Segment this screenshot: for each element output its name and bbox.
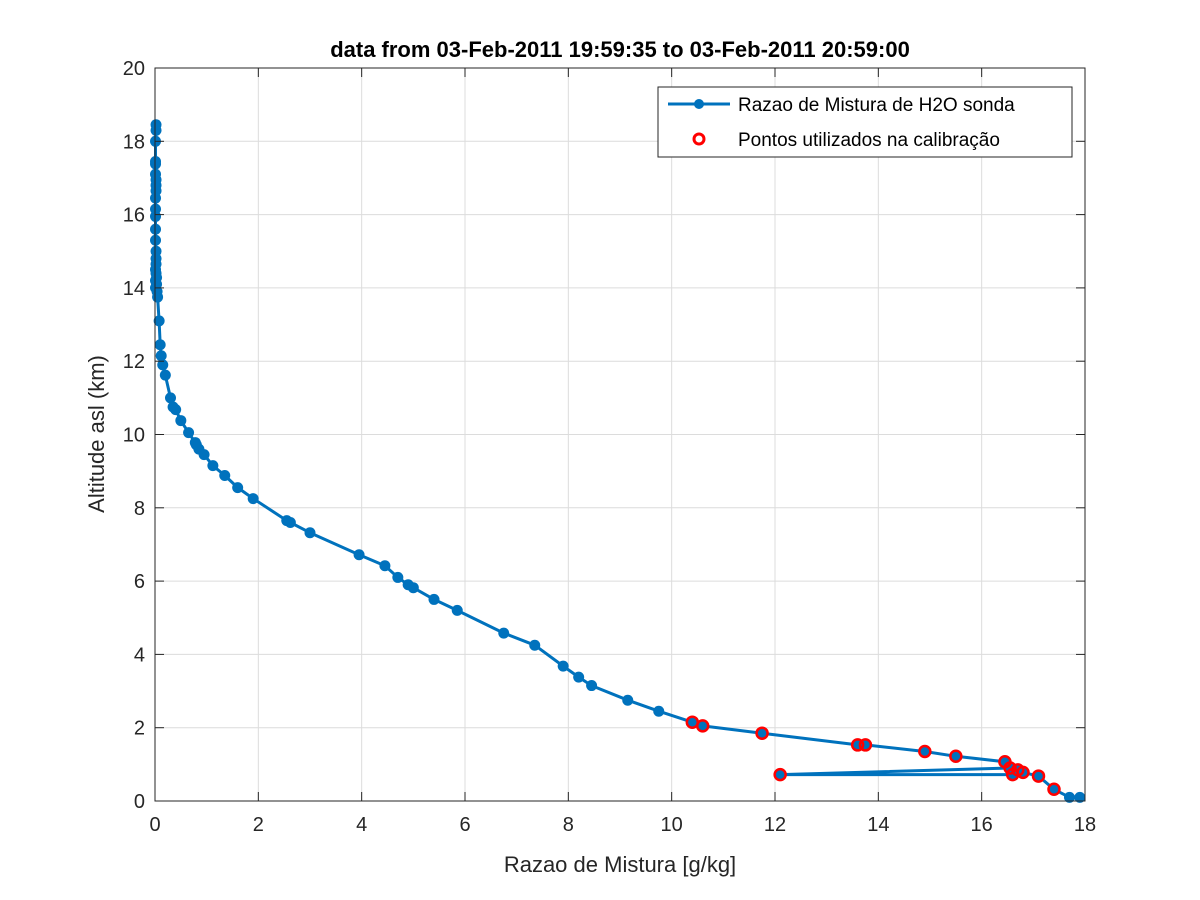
series-point-sonda (150, 203, 162, 215)
y-tick-label: 20 (123, 58, 145, 80)
series-point-sonda (157, 359, 169, 371)
x-tick-label: 14 (867, 814, 889, 836)
calibration-point (1031, 769, 1046, 783)
x-tick-label: 0 (149, 814, 160, 836)
series-point-sonda (529, 639, 541, 651)
y-tick-label: 14 (123, 278, 145, 300)
calibration-point (685, 715, 700, 729)
series-point-sonda (402, 579, 414, 591)
series-point-sonda (154, 339, 166, 351)
x-tick-label: 6 (459, 814, 470, 836)
series-point-sonda (167, 401, 179, 413)
calibration-point (1005, 767, 1020, 782)
series-point-sonda (573, 671, 585, 683)
series-point-sonda (756, 727, 768, 739)
series-point-sonda (304, 527, 316, 539)
x-tick-label: 8 (563, 814, 574, 836)
x-tick-label: 10 (661, 814, 683, 836)
series-point-sonda (999, 756, 1011, 768)
x-tick-label: 18 (1074, 814, 1096, 836)
series-point-sonda (150, 119, 162, 131)
y-tick-label: 4 (134, 644, 145, 666)
series-point-sonda (392, 571, 404, 583)
series-point-sonda (428, 593, 440, 605)
series-point-sonda (653, 705, 665, 717)
series-point-sonda (150, 275, 162, 287)
series-point-sonda (586, 680, 598, 692)
series-point-sonda (1064, 791, 1075, 803)
x-axis-label: Razao de Mistura [g/kg] (504, 852, 736, 877)
series-point-sonda (622, 694, 634, 706)
calibration-point (755, 726, 769, 740)
y-tick-label: 0 (134, 791, 145, 813)
series-point-sonda (451, 604, 463, 616)
y-axis-label: Altitude asl (km) (84, 355, 109, 513)
series-point-sonda (353, 549, 365, 561)
series-point-sonda (189, 437, 201, 449)
series-point-sonda (557, 660, 569, 672)
chart-title: data from 03-Feb-2011 19:59:35 to 03-Feb… (330, 37, 910, 62)
series-point-sonda (183, 427, 195, 439)
calibration-point (918, 744, 932, 759)
y-tick-label: 10 (123, 425, 145, 447)
calibration-layer (685, 715, 1061, 797)
series-point-sonda (281, 515, 293, 527)
legend-dot-swatch (694, 99, 704, 109)
x-tick-label: 16 (971, 814, 993, 836)
y-tick-label: 2 (134, 718, 145, 740)
series-point-sonda (950, 750, 962, 762)
series-point-sonda (150, 168, 162, 180)
series-point-sonda (165, 392, 176, 404)
series-point-sonda (219, 470, 231, 482)
series-point-sonda (150, 234, 162, 246)
legend-box (657, 86, 1073, 158)
series-point-sonda (686, 716, 698, 728)
series-point-sonda (232, 482, 244, 494)
y-tick-label: 16 (123, 205, 145, 227)
series-point-sonda (150, 223, 162, 235)
series-point-sonda (207, 460, 219, 472)
legend: Razao de Mistura de H2O sonda Pontos uti… (657, 86, 1073, 158)
series-point-sonda (159, 369, 171, 381)
series-point-sonda (155, 350, 167, 362)
series-point-sonda (919, 746, 931, 758)
calibration-point (773, 767, 787, 782)
y-tick-label: 18 (123, 131, 145, 153)
series-point-sonda (175, 415, 187, 427)
calibration-point (1047, 782, 1061, 797)
series-point-sonda (1074, 791, 1086, 803)
x-tick-label: 4 (356, 814, 367, 836)
series-point-sonda (697, 720, 709, 732)
series-point-sonda (774, 769, 786, 781)
series-point-sonda (498, 627, 510, 639)
calibration-point (998, 755, 1012, 769)
legend-label-sonda: Razao de Mistura de H2O sonda (738, 95, 1015, 116)
x-tick-label: 12 (764, 814, 786, 836)
calibration-point (850, 738, 865, 752)
x-axis-ticks: 0 2 4 6 8 10 12 14 16 18 (149, 68, 1096, 836)
series-point-sonda (247, 493, 259, 505)
series-point-sonda (379, 560, 391, 572)
calibration-point (858, 738, 873, 752)
x-tick-label: 2 (253, 814, 264, 836)
legend-label-calibration: Pontos utilizados na calibração (738, 130, 1000, 151)
calibration-point (949, 749, 963, 764)
y-tick-label: 8 (134, 498, 145, 520)
series-point-sonda (150, 264, 162, 276)
grid (154, 67, 1086, 802)
y-tick-label: 6 (134, 571, 145, 593)
series-layer (150, 119, 1086, 803)
y-tick-label: 12 (123, 351, 145, 373)
series-point-sonda (1048, 783, 1060, 795)
series-point-sonda (150, 155, 162, 167)
legend-circle-swatch (692, 132, 706, 146)
series-point-sonda (153, 315, 165, 327)
series-point-sonda (150, 253, 162, 265)
series-point-sonda (1033, 770, 1044, 782)
y-axis-ticks: 0 2 4 6 8 10 12 14 16 18 20 (123, 58, 1085, 813)
